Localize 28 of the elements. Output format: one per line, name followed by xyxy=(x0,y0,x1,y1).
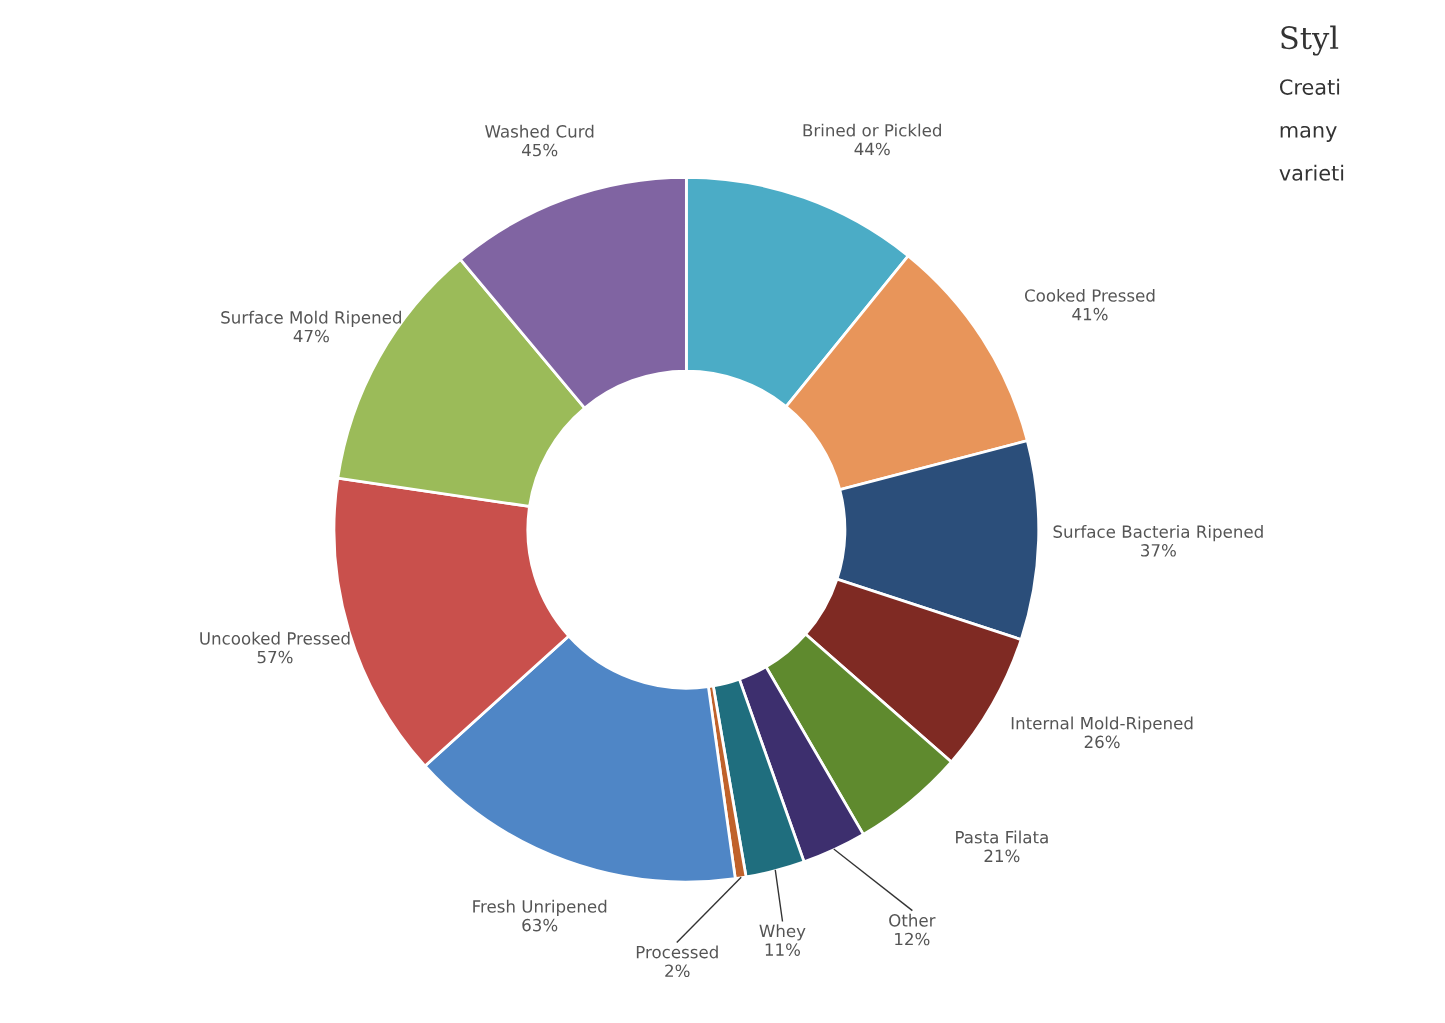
slice-label: Surface Mold Ripened xyxy=(221,310,401,327)
data-label: 44% xyxy=(854,142,890,156)
slice-label: Whey xyxy=(759,924,806,941)
slice-label: Surface Bacteria Ripened xyxy=(1053,525,1263,542)
text: Creati xyxy=(1279,78,1340,95)
slice-label: Fresh Unripened xyxy=(473,899,607,916)
data-label: 37% xyxy=(1141,544,1176,557)
data-label: 47% xyxy=(293,329,329,343)
data-label: 57% xyxy=(257,650,293,664)
slice-label: Uncooked Pressed xyxy=(200,631,350,645)
slice-label: Pasta Filata xyxy=(956,830,1048,844)
text: varieti xyxy=(1279,164,1344,181)
data-label: 45% xyxy=(521,143,558,157)
data-label: 41% xyxy=(1072,307,1108,321)
slice-label: Cooked Pressed xyxy=(1024,288,1155,302)
slice-label: Processed xyxy=(636,945,718,959)
text: Styl xyxy=(1281,25,1339,56)
data-label: 2% xyxy=(665,964,690,978)
slice-label: Other xyxy=(889,913,936,927)
text: many xyxy=(1280,125,1337,142)
slice-label: Washed Curd xyxy=(485,124,594,138)
slice-label: Internal Mold-Ripened xyxy=(1011,716,1193,733)
slice-label: Brined or Pickled xyxy=(803,123,941,137)
data-label: 26% xyxy=(1084,735,1120,749)
data-label: 11% xyxy=(765,943,801,956)
data-label: 12% xyxy=(895,932,930,946)
data-label: 21% xyxy=(984,849,1020,863)
data-label: 63% xyxy=(522,918,558,932)
